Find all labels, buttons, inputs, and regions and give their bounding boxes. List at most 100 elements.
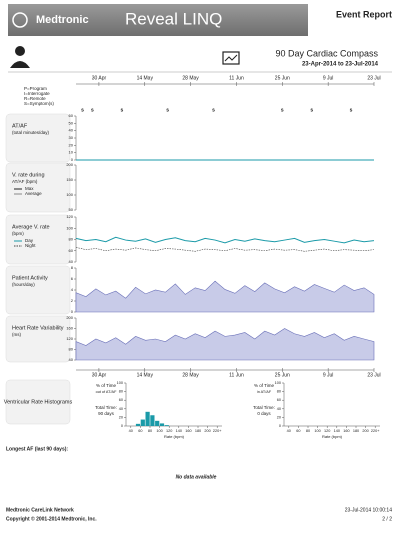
y-tick-label: 200	[66, 162, 73, 167]
panel-unit: AT/AF (bpm)	[12, 179, 38, 184]
x-tick-label: 100	[156, 429, 162, 433]
event-mark: s	[212, 107, 215, 113]
y-tick-label: 80	[69, 347, 74, 352]
hist-xlabel: Rate (bpm)	[322, 434, 343, 439]
x-tick-label: 140	[334, 429, 340, 433]
event-legend: S=Symptom(s)	[24, 101, 54, 106]
event-mark: s	[281, 107, 284, 113]
y-tick-label: 0	[279, 424, 281, 428]
hist-bar	[145, 411, 150, 426]
y-tick-label: 0	[71, 157, 74, 162]
y-tick-label: 40	[69, 128, 74, 133]
x-tick-label: 80	[148, 429, 152, 433]
brand: Medtronic	[36, 14, 89, 26]
hist-bar	[159, 423, 165, 426]
hist-bar	[155, 420, 160, 426]
panel-unit: (bpm)	[12, 231, 24, 236]
y-tick-label: 20	[277, 415, 281, 419]
y-tick-label: 30	[69, 135, 74, 140]
y-tick-label: 8	[71, 265, 74, 270]
y-tick-label: 40	[69, 357, 74, 362]
hist-title: Ventricular Rate Histograms	[4, 399, 73, 405]
y-tick-label: 4	[71, 287, 74, 292]
event-mark: s	[350, 107, 353, 113]
x-tick-label: 30 Apr	[92, 372, 107, 378]
event-mark: s	[166, 107, 169, 113]
hist-bar	[135, 423, 141, 426]
event-mark: s	[310, 107, 313, 113]
y-tick-label: 80	[277, 390, 281, 394]
x-tick-label: 30 Apr	[92, 75, 107, 81]
x-tick-label: 60	[138, 429, 142, 433]
hist-bar	[140, 419, 145, 426]
panel-label-box	[5, 113, 71, 163]
y-tick-label: 60	[277, 398, 281, 402]
y-tick-label: 160	[66, 326, 73, 331]
hist-bar	[150, 415, 155, 426]
x-tick-label: 120	[324, 429, 330, 433]
hist-ylabel: % of Time	[96, 383, 117, 388]
line	[75, 236, 375, 244]
x-tick-label: 23 Jul	[367, 75, 380, 81]
y-tick-label: 50	[69, 120, 74, 125]
report-range: 23-Apr-2014 to 23-Jul-2014	[302, 62, 379, 68]
y-tick-label: 80	[119, 390, 123, 394]
panel-title: V. rate during	[12, 172, 45, 178]
hist-total: Total Time:	[253, 405, 275, 410]
x-tick-label: 180	[195, 429, 201, 433]
y-tick-label: 100	[66, 192, 73, 197]
footer-page: 2 / 2	[382, 516, 392, 522]
y-tick-label: 60	[119, 398, 123, 402]
event-mark: s	[81, 107, 84, 113]
y-tick-label: 150	[66, 177, 73, 182]
event-mark: s	[120, 107, 123, 113]
event-mark: s	[91, 107, 94, 113]
x-tick-label: 160	[343, 429, 349, 433]
report-title: 90 Day Cardiac Compass	[275, 48, 378, 58]
hist-ylabel: % of Time	[254, 383, 275, 388]
x-tick-label: 200	[204, 429, 210, 433]
legend-label: Max	[25, 186, 34, 191]
panel-title: Patient Activity	[12, 275, 48, 281]
y-tick-label: 40	[119, 407, 123, 411]
event-legend: R=Remote	[24, 96, 46, 101]
footer-network: Medtronic CareLink Network	[6, 507, 74, 513]
y-tick-label: 100	[275, 381, 281, 385]
x-tick-label: 11 Jun	[229, 75, 244, 81]
y-tick-label: 10	[69, 150, 74, 155]
hist-total-value: 0 days	[257, 411, 271, 416]
line	[75, 247, 375, 252]
area	[75, 328, 375, 361]
x-tick-label: 9 Jul	[323, 372, 334, 378]
panel-title: Average V. rate	[12, 224, 50, 230]
y-tick-label: 60	[69, 113, 74, 118]
y-tick-label: 60	[69, 248, 74, 253]
chart-icon-line	[224, 54, 238, 62]
hist-note: out of AT/AF	[96, 390, 118, 394]
event-legend: P=Program	[24, 86, 47, 91]
legend-label: Average	[25, 191, 42, 196]
footer-copyright: Copyright © 2001-2014 Medtronic, Inc.	[6, 515, 97, 522]
x-tick-label: 23 Jul	[367, 372, 380, 378]
x-tick-label: 9 Jul	[323, 75, 334, 81]
x-tick-label: 100	[314, 429, 320, 433]
x-tick-label: 25 Jun	[275, 372, 290, 378]
panel-label-box	[5, 162, 71, 213]
x-tick-label: 14 May	[137, 372, 154, 378]
x-tick-label: 28 May	[182, 372, 199, 378]
hist-note: in AT/AF	[257, 390, 272, 394]
x-tick-label: 80	[306, 429, 310, 433]
footer-timestamp: 23-Jul-2014 10:00:14	[345, 507, 392, 513]
panel-title: AT/AF	[12, 123, 28, 129]
y-tick-label: 100	[66, 225, 73, 230]
y-tick-label: 20	[119, 415, 123, 419]
x-tick-label: 220+	[213, 429, 222, 433]
panel-label-box	[5, 265, 71, 315]
x-tick-label: 180	[353, 429, 359, 433]
product: Reveal LINQ	[125, 9, 222, 28]
x-tick-label: 14 May	[137, 75, 154, 81]
x-tick-label: 140	[176, 429, 182, 433]
y-tick-label: 40	[277, 407, 281, 411]
legend-label: Night	[25, 243, 36, 248]
